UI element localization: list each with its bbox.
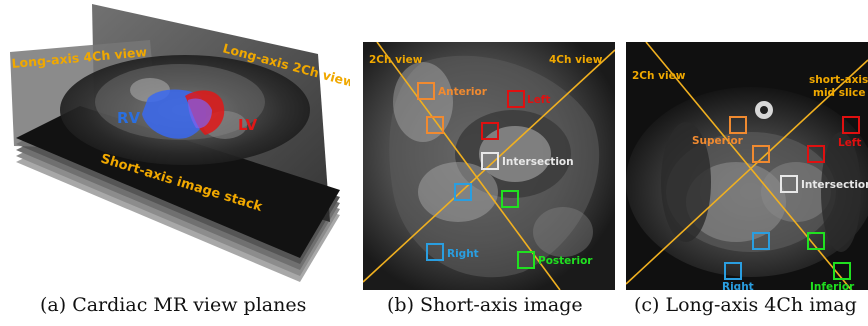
box-intersection [780, 175, 798, 193]
label-short-axis-line-2: mid slice [813, 87, 866, 99]
label-rv: RV [117, 109, 141, 127]
label-lv: LV [238, 116, 257, 134]
label-4ch-view: 4Ch view [549, 54, 603, 66]
label-2ch-view: 2Ch view [632, 70, 686, 82]
caption-a: (a) Cardiac MR view planes [40, 294, 307, 316]
label-anterior: Anterior [438, 86, 488, 98]
label-2ch-view: 2Ch view [369, 54, 423, 66]
label-intersection: Intersection [801, 179, 868, 191]
box-left [507, 90, 525, 108]
label-superior: Superior [692, 135, 744, 147]
line-2ch-view [376, 41, 561, 291]
panel-a-view-planes: Long-axis 4Ch view Long-axis 2Ch view RV… [0, 0, 357, 290]
view-planes-figure: Long-axis 4Ch view Long-axis 2Ch view RV… [10, 4, 357, 282]
box-anterior [417, 82, 435, 100]
label-left: Left [527, 94, 550, 106]
label-posterior: Posterior [538, 255, 593, 267]
label-right: Right [447, 248, 479, 260]
box-inferior [833, 262, 851, 280]
short-axis-image: 2Ch view 4Ch view Anterior Left Intersec… [362, 41, 616, 291]
label-right: Right [722, 281, 754, 290]
caption-c: (c) Long-axis 4Ch imag [634, 294, 857, 316]
label-inferior: Inferior [810, 281, 855, 290]
long-axis-4ch-image: 2Ch view short-axis mid slice Superior L… [625, 41, 868, 311]
panel-c-long-axis-4ch: 2Ch view short-axis mid slice Superior L… [625, 41, 868, 311]
box-posterior [517, 251, 535, 269]
box-right [426, 243, 444, 261]
box-left [807, 145, 825, 163]
label-left: Left [838, 137, 861, 149]
panel-b-short-axis: 2Ch view 4Ch view Anterior Left Intersec… [362, 41, 616, 291]
line-4ch-view [362, 49, 616, 283]
box-right [724, 262, 742, 280]
line-short-axis-mid-slice [625, 59, 868, 285]
label-short-axis-line-1: short-axis [809, 74, 868, 86]
box-superior [729, 116, 747, 134]
box-intersection [481, 152, 499, 170]
caption-b: (b) Short-axis image [387, 294, 583, 316]
label-intersection: Intersection [502, 156, 574, 168]
line-2ch-view [645, 41, 868, 311]
